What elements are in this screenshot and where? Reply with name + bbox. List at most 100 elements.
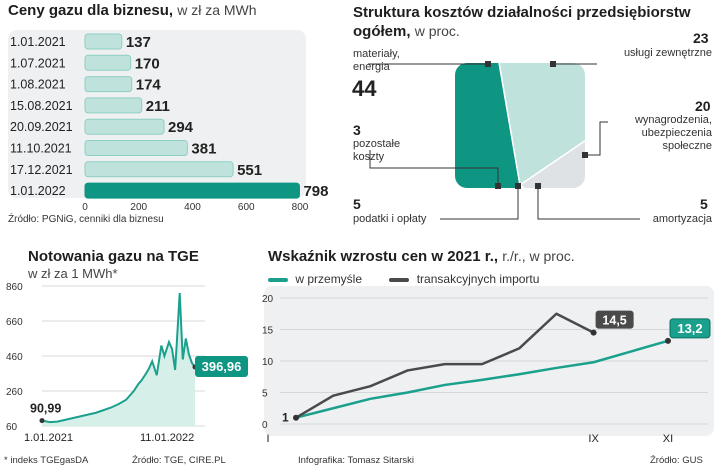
bar-chart: 1.01.2021 137 1.07.2021 170 1.08.2021 174 15.0… xyxy=(10,33,328,213)
tge-start-marker xyxy=(39,418,45,424)
bar xyxy=(84,161,234,178)
pie-slices xyxy=(455,63,585,188)
tge-chart-title: Notowania gazu na TGE xyxy=(28,248,199,265)
bar xyxy=(84,76,133,93)
line-source: Źródło: GUS xyxy=(650,455,703,466)
line-industry-end-marker xyxy=(665,337,671,344)
pie-leader-lines xyxy=(368,61,640,220)
marker-taxes xyxy=(515,183,521,189)
tge-chart: 860 660 460 260 60 90,99 396,96 1.01.2021 11.01.… xyxy=(6,282,248,444)
line-import-badge xyxy=(595,310,634,329)
marker-services xyxy=(550,61,556,67)
leader-depreciation xyxy=(537,186,640,220)
tge-x-tick-label: 1.01.2021 xyxy=(24,432,73,444)
line-credit: Infografika: Tomasz Sitarski xyxy=(298,455,414,466)
tge-line xyxy=(41,292,196,424)
bar xyxy=(84,97,143,114)
line-start-marker xyxy=(293,414,299,421)
tge-chart-subtitle: w zł za 1 MWh* xyxy=(28,266,118,281)
line-series-industry xyxy=(295,339,669,419)
pie-value-other: 3 xyxy=(353,122,361,138)
pie-value-depreciation: 5 xyxy=(700,196,708,212)
bar-category-label: 17.12.2021 xyxy=(10,163,73,177)
pie-label-depreciation: amortyzacja xyxy=(652,213,712,225)
line-y-tick-label: 0 xyxy=(262,420,268,431)
pie-slice xyxy=(475,63,585,187)
bar-value-label: 381 xyxy=(191,141,216,158)
tge-y-tick-label: 460 xyxy=(6,352,23,363)
leader-wages xyxy=(585,121,608,156)
tge-y-tick-label: 60 xyxy=(6,422,18,433)
pie-value-services: 23 xyxy=(693,30,709,46)
bar-value-label: 174 xyxy=(136,77,162,94)
line-industry-badge xyxy=(669,318,711,339)
line-x-tick-label: IX xyxy=(588,433,599,445)
leader-taxes xyxy=(440,186,519,220)
bar-chart-title: Ceny gazu dla biznesu, w zł za MWh xyxy=(8,2,257,19)
pie-value-materials: 44 xyxy=(352,76,377,101)
bar xyxy=(84,140,188,156)
bar-x-tick-label: 200 xyxy=(130,202,147,213)
bar-value-label: 798 xyxy=(303,183,328,200)
bar-value-label: 294 xyxy=(168,119,194,136)
legend-swatch-industry xyxy=(268,277,288,282)
tge-y-tick-label: 660 xyxy=(6,317,23,328)
bar-category-label: 1.01.2021 xyxy=(10,35,66,49)
line-series-import xyxy=(295,312,595,419)
pie-value-taxes: 5 xyxy=(353,196,361,212)
bar xyxy=(84,118,165,135)
bar-x-tick-label: 0 xyxy=(82,202,88,213)
tge-y-tick-label: 860 xyxy=(6,282,23,293)
line-import-end-marker xyxy=(590,329,597,336)
bar-category-label: 15.08.2021 xyxy=(10,99,73,113)
bar-x-tick-label: 400 xyxy=(184,202,201,213)
pie-chart xyxy=(455,63,585,188)
line-y-tick-label: 5 xyxy=(262,389,268,400)
bar xyxy=(84,182,300,199)
line-chart-legend: w przemyśle transakcyjnych importu xyxy=(268,272,539,286)
bar xyxy=(84,54,132,71)
bar-value-label: 137 xyxy=(126,34,151,51)
bar-category-label: 11.10.2021 xyxy=(10,142,72,156)
pie-label-taxes: podatki i opłaty xyxy=(353,213,427,225)
tge-area xyxy=(42,293,195,426)
bar xyxy=(84,33,123,50)
tge-end-label: 396,96 xyxy=(202,359,242,374)
line-y-tick-label: 20 xyxy=(262,294,274,305)
line-x-tick-label: I xyxy=(266,433,269,445)
leader-other xyxy=(369,150,499,186)
line-chart: 0 5 10 15 20 1 14,5 13,2 I IX XI xyxy=(262,286,714,445)
bar-chart-source: Źródło: PGNiG, cenniki dla biznesu xyxy=(8,214,164,225)
bar-value-label: 551 xyxy=(237,162,262,179)
pie-value-wages: 20 xyxy=(695,98,711,114)
line-start-label: 1 xyxy=(282,411,289,425)
tge-end-badge xyxy=(195,356,248,378)
bar-category-label: 1.08.2021 xyxy=(10,78,66,92)
bar-value-label: 211 xyxy=(146,98,170,115)
pie-label-services: usługi zewnętrzne xyxy=(623,47,712,59)
pie-label-other: pozostałe koszty xyxy=(353,138,401,163)
bar-value-label: 170 xyxy=(135,55,160,72)
line-industry-label: 13,2 xyxy=(677,321,702,336)
line-chart-title: Wskaźnik wzrostu cen w 2021 r., r./r., w… xyxy=(268,248,575,265)
tge-y-tick-label: 260 xyxy=(6,387,23,398)
pie-label-wages: wynagrodzenia, ubezpieczenia społeczne xyxy=(634,114,712,152)
bar-category-label: 20.09.2021 xyxy=(10,120,73,134)
line-import-label: 14,5 xyxy=(602,314,626,328)
bar-x-tick-label: 800 xyxy=(292,202,309,213)
marker-other xyxy=(495,183,501,189)
line-y-tick-label: 10 xyxy=(262,357,274,368)
marker-depreciation xyxy=(535,183,541,189)
marker-wages xyxy=(582,152,588,158)
tge-footnote: * indeks TGEgasDA xyxy=(4,455,89,466)
marker-materials xyxy=(485,61,491,67)
tge-source: Źródło: TGE, CIRE.PL xyxy=(132,455,226,466)
legend-swatch-import xyxy=(389,277,410,282)
line-y-tick-label: 15 xyxy=(262,326,274,337)
tge-x-tick-label: 11.01.2022 xyxy=(140,432,194,444)
bar-category-label: 1.07.2021 xyxy=(10,56,66,70)
line-x-tick-label: XI xyxy=(663,433,673,445)
tge-start-label: 90,99 xyxy=(30,402,61,416)
bar-category-label: 1.01.2022 xyxy=(10,184,66,198)
bar-x-tick-label: 600 xyxy=(238,202,255,213)
